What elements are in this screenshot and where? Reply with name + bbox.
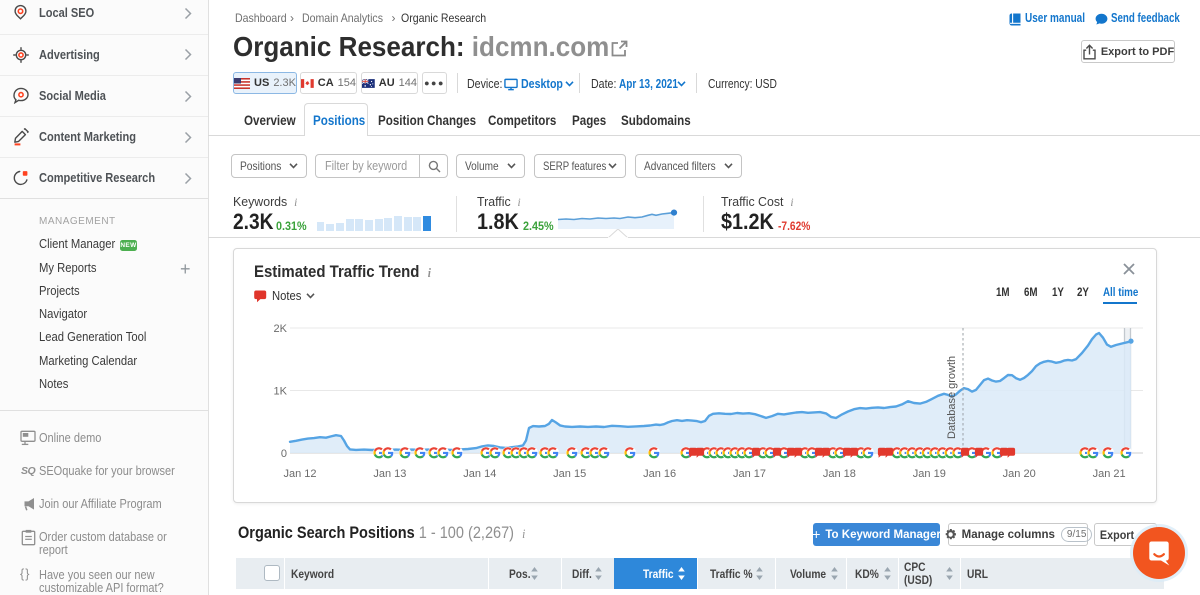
svg-text:Database growth: Database growth bbox=[946, 356, 958, 439]
svg-text:Jan 19: Jan 19 bbox=[913, 468, 946, 480]
svg-text:Jan 12: Jan 12 bbox=[283, 468, 316, 480]
svg-text:Jan 16: Jan 16 bbox=[643, 468, 676, 480]
svg-text:0: 0 bbox=[281, 448, 287, 460]
svg-text:Jan 15: Jan 15 bbox=[553, 468, 586, 480]
svg-text:Jan 14: Jan 14 bbox=[463, 468, 496, 480]
svg-text:Jan 18: Jan 18 bbox=[823, 468, 856, 480]
svg-text:2K: 2K bbox=[274, 323, 288, 335]
svg-text:1K: 1K bbox=[274, 386, 288, 398]
svg-text:Jan 21: Jan 21 bbox=[1093, 468, 1126, 480]
svg-text:Jan 17: Jan 17 bbox=[733, 468, 766, 480]
svg-text:Jan 20: Jan 20 bbox=[1003, 468, 1036, 480]
svg-text:Jan 13: Jan 13 bbox=[373, 468, 406, 480]
